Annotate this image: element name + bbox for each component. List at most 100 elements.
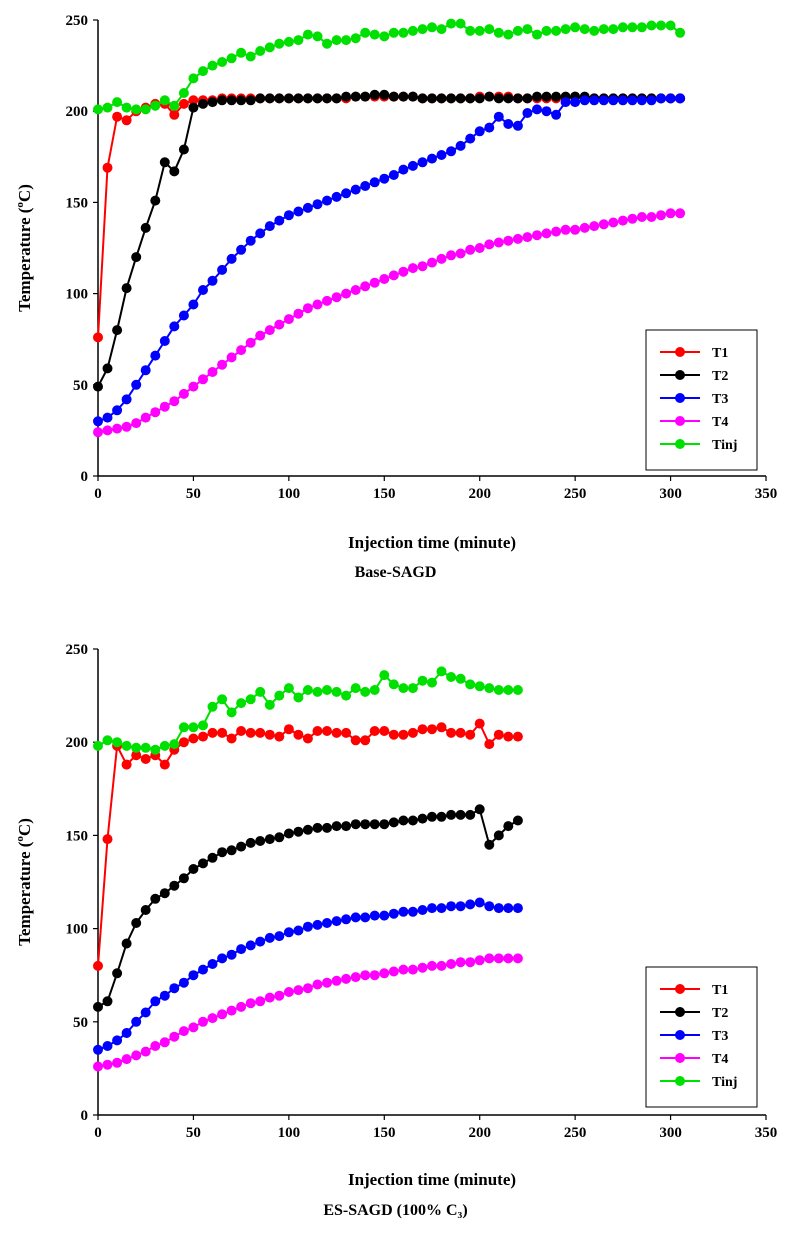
data-point (627, 22, 638, 33)
data-point (264, 42, 275, 53)
data-point (484, 953, 495, 964)
data-point (512, 731, 523, 742)
data-point (465, 93, 476, 104)
data-point (302, 93, 313, 104)
data-point (302, 685, 313, 695)
data-point (417, 24, 428, 35)
data-point (503, 235, 514, 246)
data-point (455, 809, 466, 820)
data-point (207, 367, 218, 377)
data-point (264, 729, 275, 740)
data-point (322, 295, 332, 306)
data-point (188, 722, 199, 733)
chart-caption: Base-SAGD (354, 564, 437, 581)
data-point (474, 126, 485, 137)
data-point (274, 990, 285, 1001)
data-point (551, 109, 562, 120)
data-point (245, 51, 256, 62)
data-point (512, 25, 523, 36)
data-point (665, 93, 676, 104)
data-point (646, 20, 657, 31)
data-point (293, 35, 304, 46)
series-t3 (93, 897, 523, 1055)
data-point (369, 910, 380, 921)
data-point (102, 1041, 113, 1051)
data-point (369, 89, 380, 100)
data-point (455, 140, 466, 151)
data-point (283, 683, 294, 694)
data-point (312, 93, 323, 104)
data-point (198, 964, 208, 975)
data-point (436, 253, 447, 264)
data-point (140, 365, 151, 376)
data-point (665, 208, 676, 219)
data-point (446, 18, 457, 29)
data-point (283, 724, 294, 735)
data-point (236, 944, 247, 955)
data-point (589, 221, 600, 232)
data-point (541, 106, 552, 117)
chart-panel-es-sagd: 0 50 100 150 200 250 300 350 0 50 100 150 200 250 Inje… (0, 618, 791, 1236)
legend-label: T3 (712, 1029, 728, 1044)
data-point (360, 181, 371, 191)
data-point (226, 53, 237, 64)
data-point (512, 120, 523, 131)
data-point (131, 750, 142, 761)
series-t1 (93, 718, 523, 971)
data-point (274, 832, 285, 843)
data-point (369, 726, 380, 736)
data-point (474, 25, 485, 36)
data-point (474, 804, 485, 815)
data-point (589, 95, 600, 106)
data-point (341, 35, 352, 46)
data-point (140, 742, 151, 753)
x-tick-label: 300 (659, 1125, 682, 1141)
data-point (102, 363, 113, 374)
legend-item: T4 (660, 1052, 728, 1067)
data-point (350, 91, 361, 102)
data-point (493, 830, 504, 841)
data-point (121, 938, 132, 949)
data-point (388, 908, 399, 919)
data-point (255, 330, 266, 341)
data-point (427, 960, 437, 971)
data-point (264, 325, 275, 336)
data-point (484, 24, 495, 35)
data-point (360, 819, 371, 830)
data-point (312, 919, 323, 930)
data-point (312, 726, 323, 736)
legend: T1 T2 T3 T4 Tinj (645, 329, 758, 471)
data-point (302, 983, 313, 994)
data-point (112, 1057, 123, 1068)
data-point (312, 199, 323, 210)
data-point (264, 834, 275, 845)
data-point (379, 89, 390, 100)
data-point (178, 388, 189, 399)
data-point (522, 108, 533, 118)
data-point (427, 677, 437, 688)
legend-item: T2 (660, 1006, 728, 1021)
data-point (407, 727, 418, 738)
data-point (178, 977, 189, 988)
data-point (369, 277, 380, 288)
data-point (474, 718, 485, 729)
data-point (388, 91, 399, 102)
data-point (169, 739, 180, 750)
data-point (360, 27, 371, 38)
data-point (512, 93, 523, 104)
data-point (484, 739, 495, 750)
data-point (188, 1022, 199, 1033)
data-point (102, 735, 113, 746)
y-tick-label: 150 (66, 828, 89, 844)
data-point (617, 215, 628, 226)
data-point (341, 727, 352, 738)
data-point (102, 412, 113, 423)
data-point (465, 679, 476, 690)
x-tick-label: 150 (373, 1125, 396, 1141)
data-point (255, 228, 266, 239)
data-point (512, 953, 523, 964)
data-point (283, 314, 294, 325)
data-point (207, 60, 218, 71)
x-tick-label: 350 (755, 486, 778, 502)
data-point (398, 27, 409, 38)
